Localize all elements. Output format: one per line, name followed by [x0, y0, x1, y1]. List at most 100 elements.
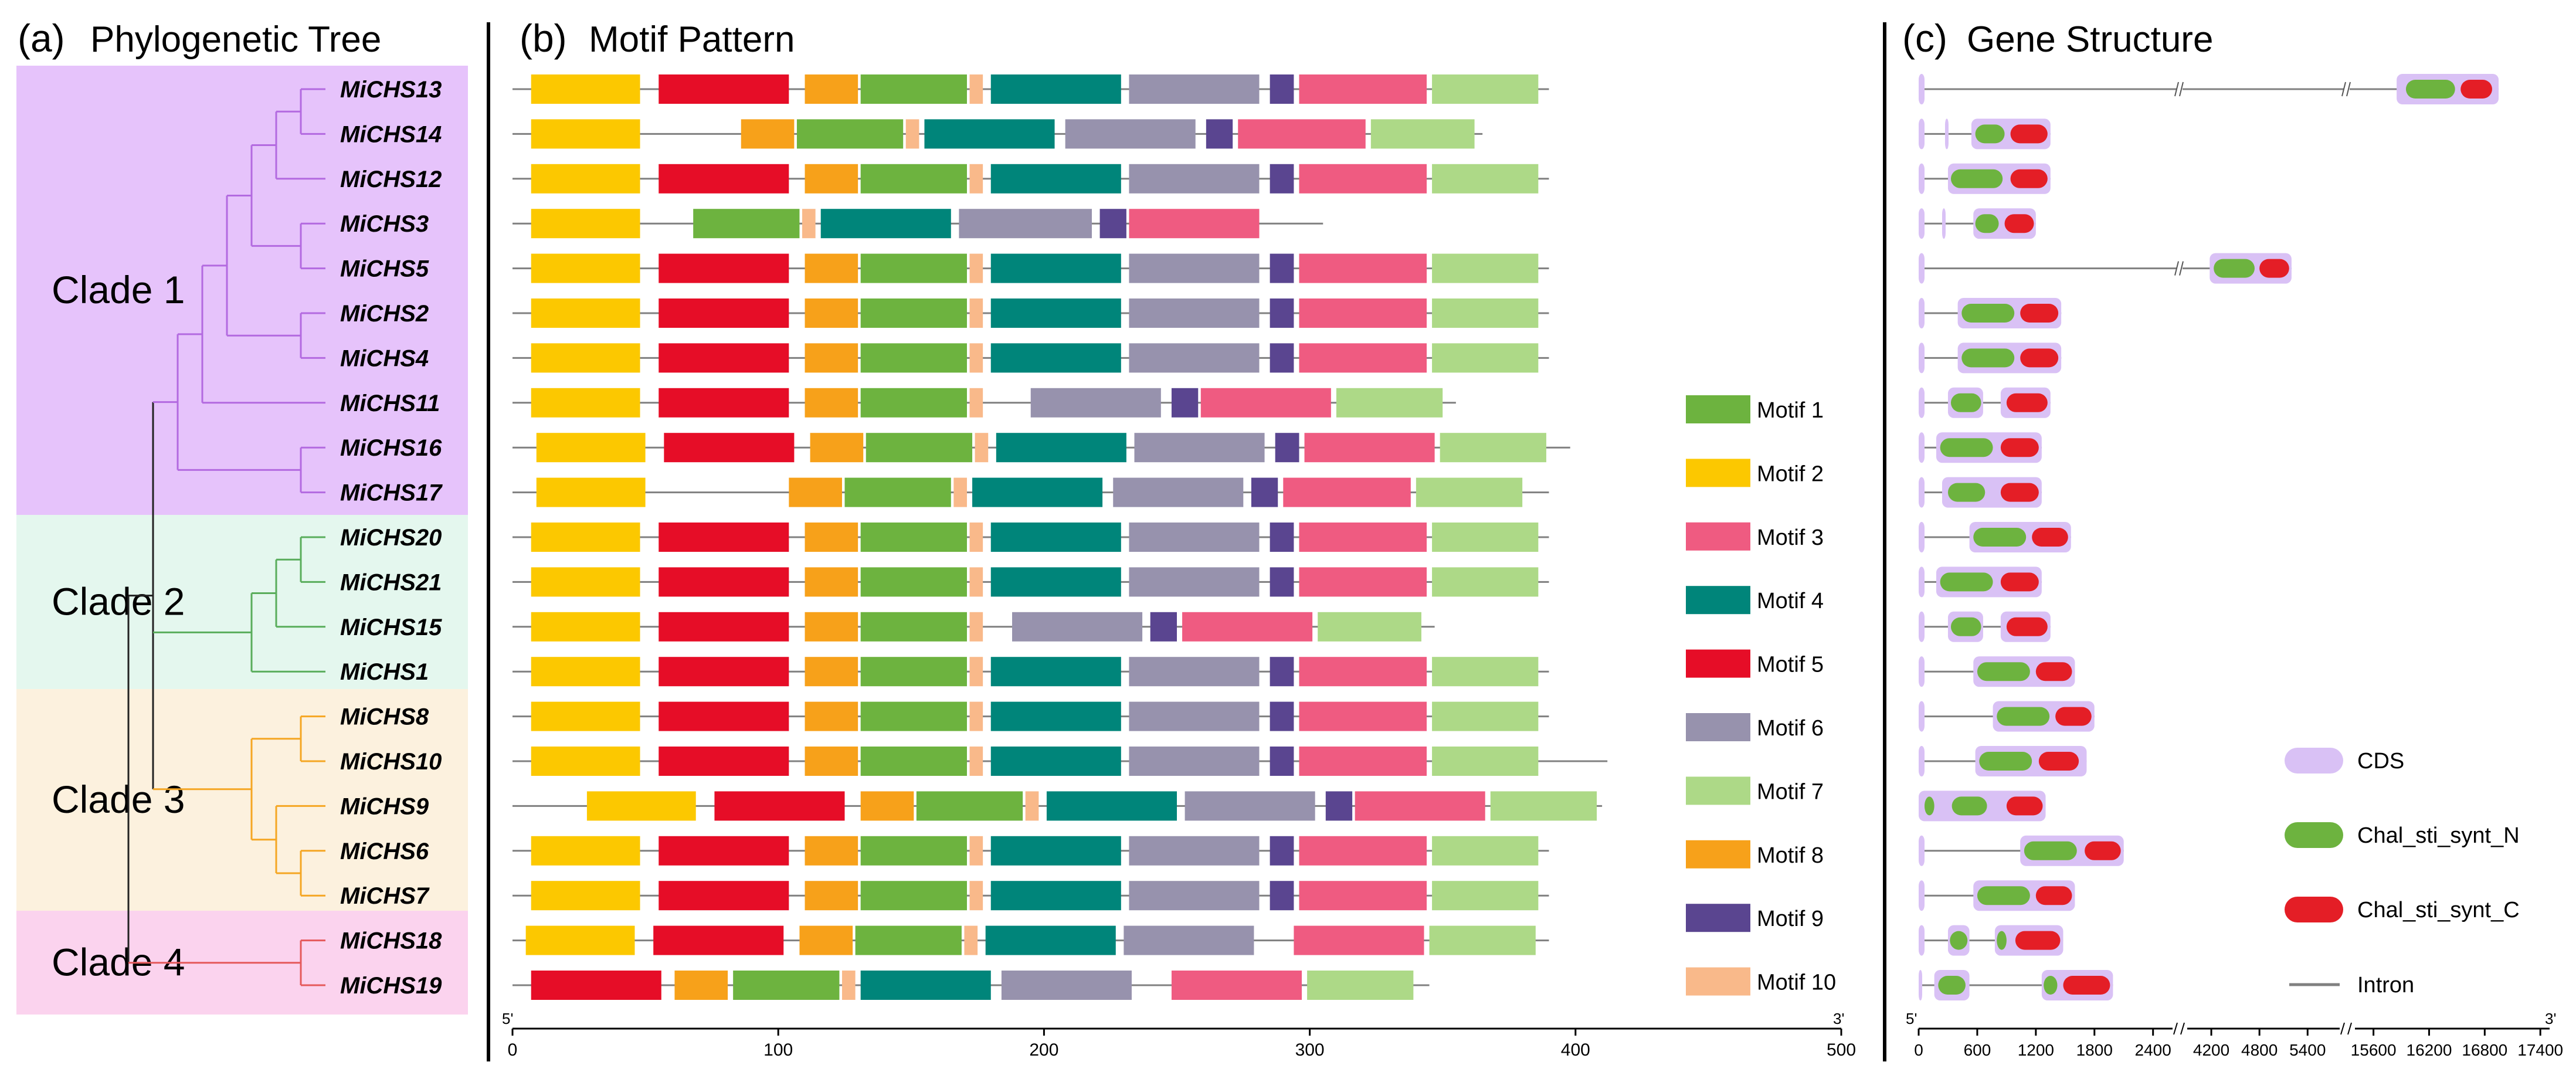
cds-block: [1919, 701, 1925, 732]
motif-1-box: [916, 791, 1023, 821]
motif-2-box: [531, 74, 640, 104]
motif-3-box: [1299, 657, 1427, 687]
gene-structure-rows: [1919, 74, 2499, 1000]
gs-axis-break: [2173, 1022, 2178, 1035]
axis-break-mark: [2346, 82, 2351, 97]
chal-sti-synt-c-domain: [2010, 124, 2048, 144]
cds-block: [1919, 298, 1925, 328]
motif-10-box: [969, 836, 983, 866]
chal-sti-synt-c-domain: [2055, 707, 2092, 726]
motif-2-box: [531, 209, 640, 239]
motif-6-box: [1129, 881, 1260, 911]
motif-10-box: [969, 701, 983, 731]
motif-7-box: [1432, 836, 1539, 866]
motif-4-box: [990, 523, 1121, 552]
motif-1-box: [860, 567, 967, 597]
motif-10-box: [1025, 791, 1039, 821]
motif-2-box: [531, 523, 640, 552]
motif-9-box: [1270, 523, 1294, 552]
motif-axis-tick-label: 300: [1295, 1040, 1325, 1060]
cds-block: [1942, 208, 1946, 239]
gs-axis-tick-label: 2400: [2135, 1041, 2171, 1059]
motif-8-box: [805, 74, 858, 104]
motif-7-box: [1432, 881, 1539, 911]
motif-10-box: [969, 567, 983, 597]
legend-label: Motif 9: [1757, 907, 1824, 931]
motif-4-box: [990, 253, 1121, 283]
motif-8-box: [805, 523, 858, 552]
chal-sti-synt-c-domain: [2020, 304, 2059, 323]
legend-label: Motif 4: [1757, 589, 1824, 613]
motif-8-box: [805, 567, 858, 597]
motif-2-box: [536, 477, 646, 507]
motif-7-box: [1432, 253, 1539, 283]
motif-5-box: [659, 567, 789, 597]
chal-sti-synt-n-domain: [1961, 348, 2015, 368]
motif-7-box: [1416, 477, 1523, 507]
cds-block: [1919, 477, 1925, 508]
motif-3-box: [1299, 253, 1427, 283]
motif-axis-tick-label: 500: [1827, 1040, 1856, 1060]
chal-sti-synt-c-domain: [2000, 438, 2039, 457]
chal-sti-synt-c-domain: [2010, 169, 2048, 188]
chal-sti-synt-c-domain: [2038, 752, 2079, 771]
motif-9-box: [1099, 209, 1126, 239]
motif-3-box: [1238, 119, 1366, 149]
gene-label: MiCHS6: [340, 839, 429, 864]
motif-10-box: [905, 119, 919, 149]
legend-label: Motif 2: [1757, 462, 1824, 486]
motif-10-box: [802, 209, 816, 239]
motif-rows: [513, 74, 1608, 1000]
panel-b-letter: (b): [520, 16, 567, 60]
motif-8-box: [741, 119, 795, 149]
chal-sti-synt-n-domain: [1977, 662, 2030, 681]
axis-break-gap: [2177, 261, 2183, 276]
motif-7-box: [1440, 433, 1546, 463]
gs-legend-label: Intron: [2357, 973, 2414, 998]
motif-7-box: [1432, 164, 1539, 194]
axis-break-mark: [2174, 261, 2179, 276]
motif-8-box: [674, 971, 728, 1000]
legend-swatch: [1686, 776, 1750, 805]
motif-10-box: [975, 433, 989, 463]
motif-4-box: [985, 925, 1116, 955]
legend-swatch: [1686, 459, 1750, 487]
gs-legend-label: Chal_sti_synt_N: [2357, 823, 2520, 848]
motif-8-box: [805, 836, 858, 866]
cds-block: [1919, 208, 1925, 239]
motif-1-box: [860, 836, 967, 866]
gs-axis-tick-label: 600: [1964, 1041, 1991, 1059]
motif-9-box: [1206, 119, 1233, 149]
motif-5-box: [664, 433, 795, 463]
gs-legend-swatch: [2285, 897, 2343, 922]
clade-label: Clade 1: [52, 268, 185, 311]
chal-sti-synt-n-domain: [2024, 841, 2077, 860]
panel-a-letter: (a): [18, 16, 65, 60]
motif-3-box: [1171, 971, 1302, 1000]
motif-6-box: [1129, 747, 1260, 776]
motif-7-box: [1429, 925, 1536, 955]
cds-block: [1919, 970, 1922, 1000]
legend-label: Motif 1: [1757, 398, 1824, 423]
motif-6-box: [1185, 791, 1315, 821]
chal-sti-synt-c-domain: [2020, 348, 2059, 368]
motif-8-box: [805, 881, 858, 911]
cds-block: [1944, 118, 1949, 150]
gene-label: MiCHS21: [340, 569, 442, 595]
motif-8-box: [810, 433, 864, 463]
motif-9-box: [1270, 253, 1294, 283]
motif-9-box: [1270, 343, 1294, 373]
motif-2-box: [531, 657, 640, 687]
motif-6-box: [1129, 701, 1260, 731]
cds-block: [1919, 432, 1925, 463]
motif-6-box: [1129, 253, 1260, 283]
motif-2-box: [531, 253, 640, 283]
gene-label: MiCHS1: [340, 659, 429, 685]
motif-2-box: [531, 388, 640, 418]
chal-sti-synt-n-domain: [1924, 796, 1934, 816]
gene-label: MiCHS2: [340, 301, 429, 327]
motif-9-box: [1325, 791, 1353, 821]
motif-5-box: [659, 701, 789, 731]
legend-swatch: [1686, 649, 1750, 678]
gene-label: MiCHS20: [340, 525, 442, 551]
